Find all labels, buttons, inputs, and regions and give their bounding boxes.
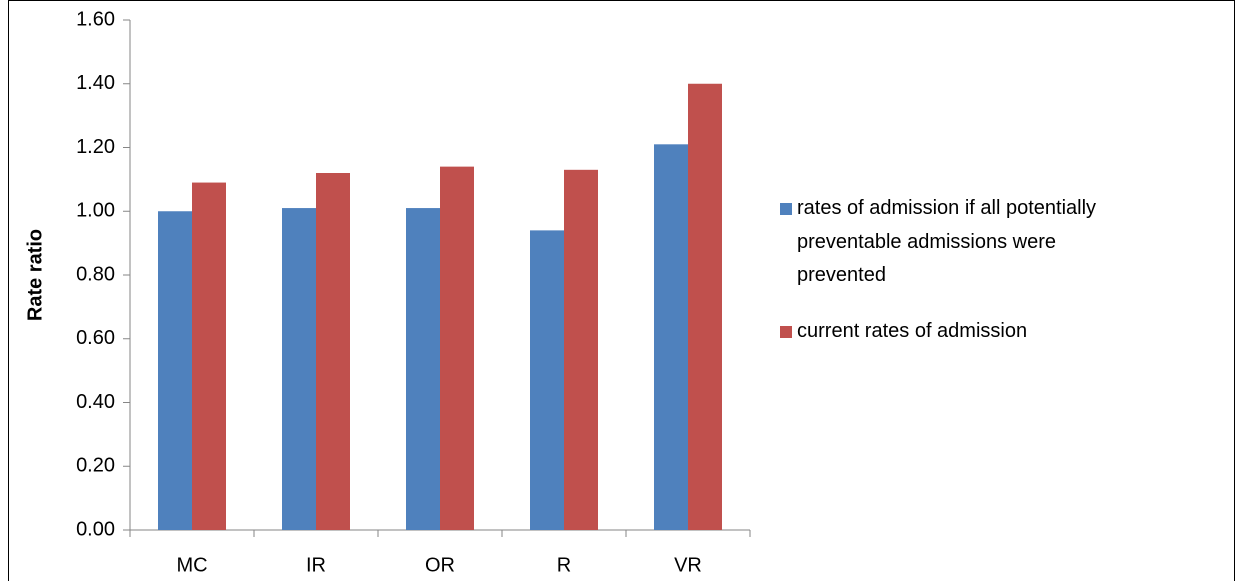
bar bbox=[158, 211, 192, 530]
y-tick-label: 0.40 bbox=[76, 391, 115, 413]
chart-border bbox=[8, 0, 1235, 581]
bar bbox=[316, 173, 350, 530]
legend-label: rates of admission if all potentially pr… bbox=[797, 197, 1097, 286]
x-tick-label: VR bbox=[674, 554, 702, 576]
bar bbox=[406, 208, 440, 530]
y-axis-title: Rate ratio bbox=[24, 229, 46, 321]
bar bbox=[282, 208, 316, 530]
bar bbox=[564, 169, 598, 530]
y-tick-label: 1.00 bbox=[76, 200, 115, 222]
x-tick-label: R bbox=[557, 554, 571, 576]
bar bbox=[192, 182, 226, 530]
legend-swatch bbox=[780, 203, 792, 215]
legend-label: current rates of admission bbox=[797, 319, 1028, 342]
y-tick-label: 0.80 bbox=[76, 263, 115, 285]
y-tick-label: 0.20 bbox=[76, 455, 115, 477]
legend: rates of admission if all potentially pr… bbox=[780, 192, 1110, 370]
y-tick-label: 0.60 bbox=[76, 327, 115, 349]
legend-entry: rates of admission if all potentially pr… bbox=[780, 192, 1110, 293]
y-tick-label: 0.00 bbox=[76, 518, 115, 540]
x-tick-label: IR bbox=[306, 554, 326, 576]
y-tick-label: 1.20 bbox=[76, 136, 115, 158]
bar bbox=[440, 166, 474, 530]
y-tick-label: 1.60 bbox=[76, 8, 115, 30]
legend-swatch bbox=[780, 325, 792, 338]
bar bbox=[654, 144, 688, 530]
x-tick-label: MC bbox=[176, 554, 207, 576]
x-tick-label: OR bbox=[425, 554, 455, 576]
y-tick-label: 1.40 bbox=[76, 72, 115, 94]
bar bbox=[688, 83, 722, 530]
legend-entry: current rates of admission bbox=[780, 315, 1110, 349]
bar bbox=[530, 230, 564, 530]
